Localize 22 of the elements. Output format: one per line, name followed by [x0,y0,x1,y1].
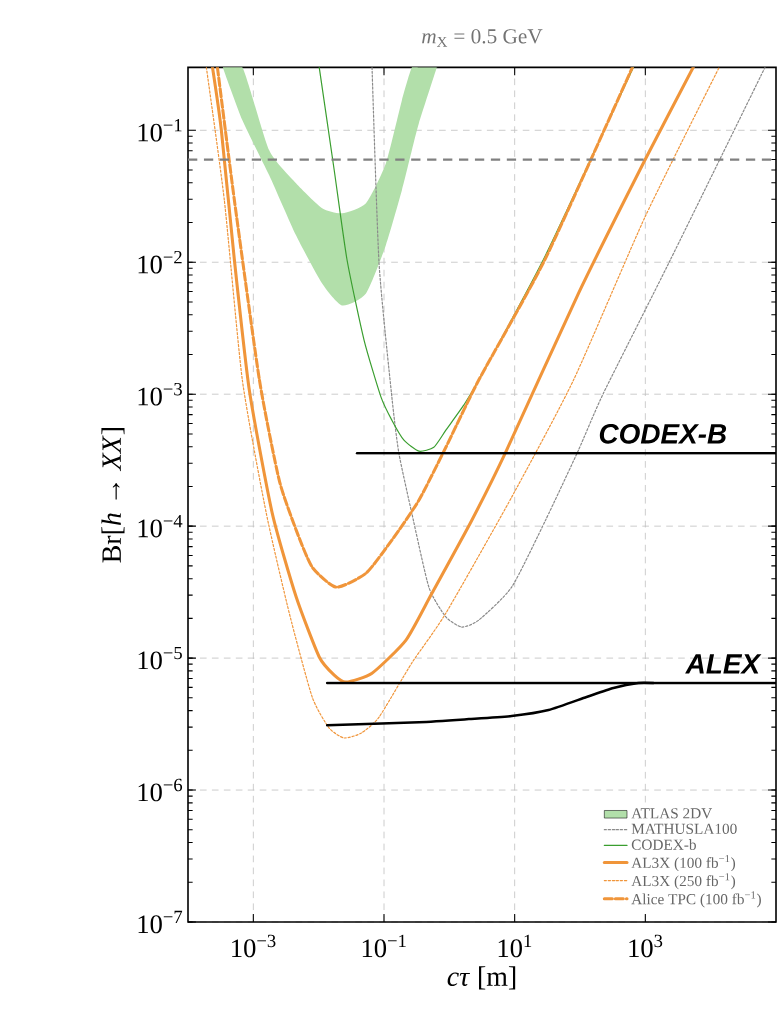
x-tick-label: 10$^{−3}$ [232,934,276,958]
x-tick-label: 10$^{−1}$ [362,934,406,958]
y-tick-label: 10$^{−4}$ [138,514,183,538]
legend-label: CODEX-b [631,839,696,850]
legend-label: AL3X (250 fb$^{−1}$) [631,873,736,890]
y-tick-label: 10$^{−2}$ [138,250,182,274]
chart-title: m$_{X}$ = 0.5 GeV [422,29,543,47]
legend-label: MATHUSLA100 [631,823,737,834]
y-tick-label: 10$^{−5}$ [138,646,182,670]
y-tick-label: 10$^{−7}$ [138,910,183,934]
x-tick-label: 10$^{3}$ [629,934,663,958]
annotation: CODEX-B [599,423,727,444]
x-tick-label: 10$^{1}$ [498,934,532,958]
y-axis-title: Br[h → XX] [101,428,125,563]
y-tick-label: 10$^{−3}$ [138,382,182,406]
legend-label: ATLAS 2DV [631,808,713,819]
y-tick-label: 10$^{−1}$ [138,119,182,142]
legend-label: AL3X (100 fb$^{−1}$) [631,855,736,872]
annotation: ALEX [685,654,762,674]
legend-label: Alice TPC (100 fb$^{−1}$) [631,891,761,908]
y-tick-label: 10$^{−6}$ [138,778,183,802]
x-axis-title: cτ [m] [447,966,516,990]
